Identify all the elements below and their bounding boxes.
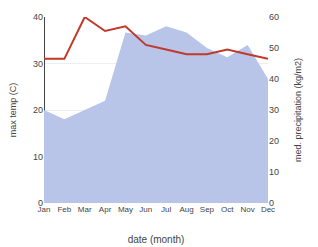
- svg-text:Sep: Sep: [200, 205, 215, 214]
- svg-text:20: 20: [33, 105, 43, 115]
- svg-text:Mar: Mar: [78, 205, 92, 214]
- svg-text:med. precipitation (kg/m2): med. precipitation (kg/m2): [293, 58, 303, 162]
- svg-text:Dec: Dec: [261, 205, 275, 214]
- svg-text:Oct: Oct: [221, 205, 234, 214]
- svg-text:10: 10: [33, 152, 43, 162]
- svg-text:0: 0: [269, 198, 274, 208]
- svg-text:Nov: Nov: [241, 205, 255, 214]
- svg-text:Jul: Jul: [161, 205, 171, 214]
- svg-text:Apr: Apr: [99, 205, 112, 214]
- svg-text:40: 40: [33, 12, 43, 22]
- svg-text:Feb: Feb: [57, 205, 71, 214]
- svg-text:30: 30: [33, 59, 43, 69]
- svg-text:max temp (C): max temp (C): [8, 83, 18, 138]
- svg-text:30: 30: [269, 105, 279, 115]
- svg-text:Aug: Aug: [179, 205, 193, 214]
- svg-text:50: 50: [269, 43, 279, 53]
- svg-text:0: 0: [38, 198, 43, 208]
- svg-text:date (month): date (month): [128, 234, 185, 245]
- svg-text:Jun: Jun: [139, 205, 152, 214]
- svg-text:40: 40: [269, 74, 279, 84]
- svg-text:20: 20: [269, 136, 279, 146]
- svg-text:May: May: [118, 205, 133, 214]
- svg-text:10: 10: [269, 167, 279, 177]
- svg-text:60: 60: [269, 12, 279, 22]
- svg-text:Jan: Jan: [38, 205, 51, 214]
